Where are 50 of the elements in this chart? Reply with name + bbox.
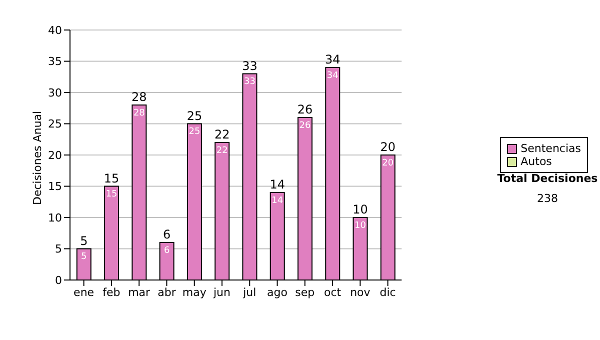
total-label: 10 (352, 202, 368, 216)
total-label: 14 (270, 178, 286, 192)
text: Total Decisiones (496, 172, 599, 185)
total-label: 22 (214, 128, 230, 142)
data-label: 33 (244, 77, 256, 88)
data-label: 6 (164, 246, 170, 256)
data-label: 10 (354, 220, 366, 231)
y-tick-label: 0 (55, 274, 62, 287)
y-tick-label: 10 (48, 211, 62, 224)
x-tick-label: sep (295, 286, 315, 299)
y-tick-label: 40 (48, 24, 62, 37)
total-label: 33 (242, 58, 258, 73)
y-tick-label: 20 (48, 148, 62, 162)
total-label: 26 (297, 102, 313, 116)
x-tick-label: oct (324, 286, 342, 299)
x-tick-label: ago (267, 286, 288, 299)
x-tick-label: jul (242, 286, 256, 299)
data-label: 28 (133, 108, 146, 118)
total-label: 34 (325, 52, 340, 66)
y-axis-title: Decisiones Anual (30, 110, 44, 205)
data-label: 5 (81, 252, 87, 262)
data-label: 22 (216, 146, 228, 156)
x-tick-label: mar (128, 286, 151, 299)
y-tick-label: 35 (48, 55, 62, 68)
data-label: 34 (326, 70, 339, 81)
legend-label: Autos (520, 155, 553, 168)
y-tick-label: 5 (55, 242, 62, 256)
x-tick-label: dic (380, 286, 396, 299)
data-label: 15 (106, 190, 118, 200)
total-label: 28 (132, 90, 147, 104)
data-label: 14 (272, 196, 284, 206)
y-tick-label: 30 (48, 86, 62, 100)
total-label: 6 (163, 228, 171, 242)
total-label: 15 (104, 171, 120, 186)
y-tick-label: 25 (48, 118, 62, 131)
x-tick-label: ene (74, 286, 94, 299)
legend-label: Sentencias (520, 142, 581, 155)
x-tick-label: may (182, 286, 207, 299)
data-label: 25 (188, 127, 200, 138)
text: 238 (536, 192, 559, 205)
x-tick-label: jun (212, 286, 231, 299)
data-label: 20 (382, 158, 394, 168)
x-tick-label: feb (102, 286, 120, 299)
x-tick-label: nov (350, 286, 371, 299)
x-tick-label: abr (158, 286, 176, 299)
total-label: 20 (380, 140, 396, 154)
total-label: 25 (186, 108, 202, 123)
data-label: 26 (299, 120, 311, 131)
y-tick-label: 15 (48, 180, 62, 194)
total-label: 5 (80, 234, 88, 248)
